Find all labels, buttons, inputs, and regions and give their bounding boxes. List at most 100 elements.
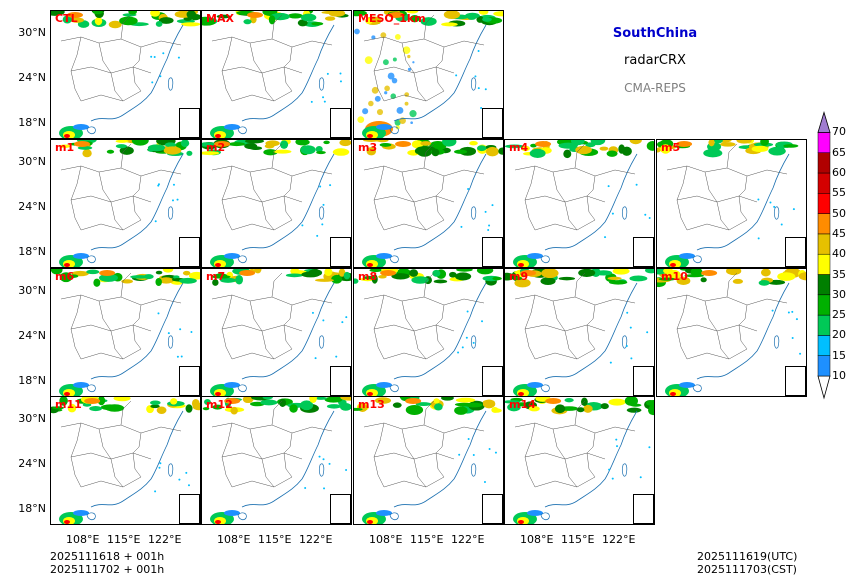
colorbar-segment bbox=[817, 172, 831, 194]
colorbar-segment bbox=[817, 335, 831, 356]
valid-time-block: 2025111619(UTC) 2025111703(CST) bbox=[697, 550, 797, 576]
lat-tick-label: 30°N bbox=[18, 155, 46, 168]
lat-tick-label: 18°N bbox=[18, 374, 46, 387]
south-china-sea-inset bbox=[785, 237, 806, 267]
lat-tick-label: 30°N bbox=[18, 412, 46, 425]
init-time-utc: 2025111618 + 001h bbox=[50, 550, 165, 563]
south-china-sea-inset bbox=[179, 366, 200, 396]
map-panel-m2: m2 bbox=[201, 139, 352, 268]
panel-label: MAX bbox=[206, 12, 234, 25]
valid-time-utc: 2025111619(UTC) bbox=[697, 550, 798, 563]
lon-tick-label: 115°E bbox=[258, 533, 292, 546]
map-panel-m13: m13 bbox=[353, 396, 504, 525]
lon-tick-label: 122°E bbox=[148, 533, 182, 546]
lat-tick-label: 24°N bbox=[18, 200, 46, 213]
south-china-sea-inset bbox=[482, 494, 503, 524]
colorbar-level-label: 15 bbox=[832, 348, 846, 362]
panel-label: m8 bbox=[358, 270, 378, 283]
lat-tick-label: 24°N bbox=[18, 457, 46, 470]
panel-label: m9 bbox=[509, 270, 529, 283]
map-panel-m8: m8 bbox=[353, 268, 504, 397]
map-panel-m1: m1 bbox=[50, 139, 201, 268]
lon-tick-label: 108°E bbox=[217, 533, 251, 546]
south-china-sea-inset bbox=[330, 237, 351, 267]
panel-label: m1 bbox=[55, 141, 75, 154]
panel-label: m2 bbox=[206, 141, 226, 154]
lon-tick-label: 108°E bbox=[520, 533, 554, 546]
map-panel-m10: m10 bbox=[656, 268, 807, 397]
panel-label: m10 bbox=[661, 270, 688, 283]
south-china-sea-inset bbox=[482, 366, 503, 396]
lon-tick-label: 122°E bbox=[299, 533, 333, 546]
south-china-sea-inset bbox=[330, 108, 351, 138]
map-panel-max: MAX bbox=[201, 10, 352, 139]
panel-label: m4 bbox=[509, 141, 529, 154]
colorbar-segment bbox=[817, 213, 831, 235]
title-block: SouthChina radarCRX CMA-REPS bbox=[590, 26, 720, 96]
product-title: radarCRX bbox=[624, 53, 686, 68]
lon-tick-label: 122°E bbox=[451, 533, 485, 546]
colorbar-over-arrow bbox=[817, 111, 831, 133]
lat-tick-label: 30°N bbox=[18, 26, 46, 39]
colorbar-level-label: 50 bbox=[832, 206, 846, 220]
colorbar-level-label: 30 bbox=[832, 287, 846, 301]
colorbar-level-label: 10 bbox=[832, 369, 846, 382]
map-panel-m11: m11 bbox=[50, 396, 201, 525]
colorbar-level-label: 55 bbox=[832, 186, 846, 200]
south-china-sea-inset bbox=[482, 108, 503, 138]
panel-label: m5 bbox=[661, 141, 681, 154]
colorbar-level-label: 65 bbox=[832, 145, 846, 159]
colorbar-level-label: 70 bbox=[832, 125, 846, 139]
map-panel-m7: m7 bbox=[201, 268, 352, 397]
map-panel-m6: m6 bbox=[50, 268, 201, 397]
map-panel-m3: m3 bbox=[353, 139, 504, 268]
panel-label: m11 bbox=[55, 398, 82, 411]
map-panel-ctl: CTL bbox=[50, 10, 201, 139]
lat-tick-label: 18°N bbox=[18, 116, 46, 129]
panel-label: m6 bbox=[55, 270, 75, 283]
colorbar-segment bbox=[817, 314, 831, 336]
lat-tick-label: 30°N bbox=[18, 284, 46, 297]
map-panel-m4: m4 bbox=[504, 139, 655, 268]
colorbar-segment bbox=[817, 355, 831, 377]
panel-label: CTL bbox=[55, 12, 78, 25]
south-china-sea-inset bbox=[633, 366, 654, 396]
colorbar-level-label: 35 bbox=[832, 267, 846, 281]
colorbar-level-label: 45 bbox=[832, 226, 846, 240]
colorbar-segment bbox=[817, 152, 831, 174]
south-china-sea-inset bbox=[330, 366, 351, 396]
lat-tick-label: 24°N bbox=[18, 329, 46, 342]
colorbar-segment bbox=[817, 132, 831, 153]
colorbar-under-arrow bbox=[817, 375, 831, 400]
colorbar-segment bbox=[817, 233, 831, 255]
map-panel-m5: m5 bbox=[656, 139, 807, 268]
south-china-sea-inset bbox=[785, 366, 806, 396]
lon-tick-label: 115°E bbox=[410, 533, 444, 546]
init-time-cst: 2025111702 + 001h bbox=[50, 563, 165, 576]
south-china-sea-inset bbox=[633, 494, 654, 524]
region-title: SouthChina bbox=[612, 26, 698, 41]
panel-label: m7 bbox=[206, 270, 226, 283]
map-panel-m9: m9 bbox=[504, 268, 655, 397]
lat-tick-label: 18°N bbox=[18, 502, 46, 515]
valid-time-cst: 2025111703(CST) bbox=[697, 563, 797, 576]
colorbar-level-label: 20 bbox=[832, 328, 846, 342]
panel-label: MESO_1km bbox=[358, 12, 426, 25]
colorbar-segment bbox=[817, 193, 831, 214]
panel-label: m12 bbox=[206, 398, 233, 411]
panel-label: m3 bbox=[358, 141, 378, 154]
colorbar-level-label: 25 bbox=[832, 308, 846, 322]
south-china-sea-inset bbox=[179, 494, 200, 524]
lon-tick-label: 122°E bbox=[602, 533, 636, 546]
lat-tick-label: 18°N bbox=[18, 245, 46, 258]
lon-tick-label: 108°E bbox=[66, 533, 100, 546]
south-china-sea-inset bbox=[633, 237, 654, 267]
system-title: CMA-REPS bbox=[624, 81, 686, 95]
lon-tick-label: 115°E bbox=[561, 533, 595, 546]
map-panel-m12: m12 bbox=[201, 396, 352, 525]
colorbar bbox=[817, 111, 831, 400]
south-china-sea-inset bbox=[482, 237, 503, 267]
panel-label: m13 bbox=[358, 398, 385, 411]
init-time-block: 2025111618 + 001h 2025111702 + 001h bbox=[50, 550, 164, 576]
colorbar-level-label: 40 bbox=[832, 247, 846, 261]
